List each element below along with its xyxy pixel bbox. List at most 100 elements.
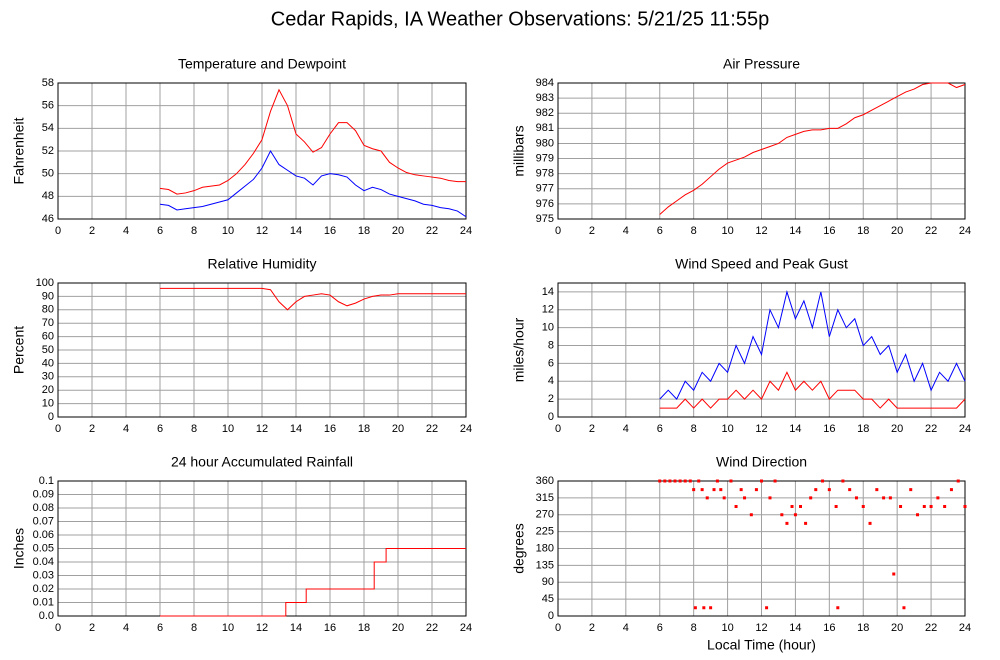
- data-point: [875, 488, 879, 492]
- y-tick-label: 0.1: [39, 475, 54, 487]
- y-tick-label: 80: [42, 304, 54, 316]
- x-tick-label: 0: [55, 622, 61, 634]
- x-tick-label: 20: [392, 225, 404, 237]
- y-axis-label: miles/hour: [511, 317, 527, 382]
- x-tick-label: 4: [623, 622, 629, 634]
- x-tick-label: 14: [789, 622, 801, 634]
- x-tick-label: 16: [324, 423, 336, 435]
- x-tick-label: 4: [623, 225, 629, 237]
- y-tick-label: 10: [42, 398, 54, 410]
- x-tick-label: 24: [460, 622, 472, 634]
- x-tick-label: 2: [589, 225, 595, 237]
- data-point: [909, 488, 913, 492]
- data-point: [749, 513, 753, 517]
- data-point: [929, 505, 933, 508]
- plot-frame: [57, 82, 467, 220]
- y-tick-label: 976: [536, 198, 554, 210]
- y-tick-label: 975: [536, 213, 554, 225]
- x-tick-label: 18: [857, 225, 869, 237]
- page-title: Cedar Rapids, IA Weather Observations: 5…: [271, 8, 769, 30]
- data-line: [659, 290, 966, 401]
- x-tick-label: 22: [426, 225, 438, 237]
- data-point: [658, 479, 662, 483]
- data-point: [963, 505, 967, 508]
- y-tick-label: 225: [536, 526, 554, 538]
- data-line: [160, 548, 466, 617]
- x-tick-label: 14: [290, 622, 302, 634]
- x-tick-label: 12: [256, 225, 268, 237]
- y-tick-label: 315: [536, 492, 554, 504]
- x-tick-label: 0: [555, 622, 561, 634]
- data-point: [705, 496, 709, 500]
- data-point: [956, 479, 960, 483]
- x-tick-label: 16: [823, 225, 835, 237]
- y-tick-label: 270: [536, 509, 554, 521]
- chart-title: Wind Speed and Peak Gust: [675, 256, 848, 272]
- x-tick-label: 18: [358, 622, 370, 634]
- x-tick-label: 12: [256, 622, 268, 634]
- data-point: [692, 488, 696, 492]
- y-axis-label: Percent: [11, 326, 27, 374]
- y-tick-label: 0.08: [33, 502, 54, 514]
- y-tick-label: 90: [542, 576, 554, 588]
- data-point: [841, 479, 845, 483]
- y-tick-label: 90: [42, 290, 54, 302]
- x-tick-label: 0: [55, 225, 61, 237]
- plot-frame: [57, 282, 467, 418]
- x-tick-label: 0: [55, 423, 61, 435]
- x-tick-label: 12: [755, 423, 767, 435]
- y-tick-label: 40: [42, 357, 54, 369]
- y-tick-label: 0.06: [33, 529, 54, 541]
- data-point: [683, 479, 687, 483]
- x-tick-label: 20: [891, 225, 903, 237]
- y-tick-label: 12: [542, 304, 554, 316]
- data-point: [949, 488, 953, 492]
- y-tick-label: 135: [536, 559, 554, 571]
- data-point: [760, 479, 763, 483]
- data-point: [668, 479, 672, 483]
- y-tick-label: 10: [542, 322, 554, 334]
- x-tick-label: 16: [324, 225, 336, 237]
- x-tick-label: 20: [891, 423, 903, 435]
- y-tick-label: 6: [548, 357, 554, 369]
- y-tick-label: 52: [42, 145, 54, 157]
- y-tick-label: 45: [542, 593, 554, 605]
- y-tick-label: 983: [536, 92, 554, 104]
- y-axis-label: Inches: [11, 528, 27, 569]
- y-tick-label: 50: [42, 344, 54, 356]
- data-point: [785, 521, 789, 525]
- x-tick-label: 0: [555, 225, 561, 237]
- x-tick-label: 16: [324, 622, 336, 634]
- data-point: [854, 496, 858, 500]
- x-tick-label: 4: [123, 225, 129, 237]
- y-tick-label: 0.04: [33, 556, 54, 568]
- y-tick-label: 0.01: [33, 596, 54, 608]
- x-tick-label: 4: [123, 423, 129, 435]
- y-tick-label: 0: [548, 411, 554, 423]
- data-point: [697, 479, 701, 483]
- data-point: [902, 606, 906, 610]
- y-tick-label: 14: [542, 286, 554, 298]
- y-tick-label: 54: [42, 122, 54, 134]
- chart-title: Wind Direction: [716, 454, 807, 470]
- x-tick-label: 14: [290, 423, 302, 435]
- plot-frame: [557, 82, 966, 220]
- x-tick-label: 24: [460, 423, 472, 435]
- data-point: [754, 488, 758, 492]
- x-tick-label: 24: [959, 622, 971, 634]
- data-point: [836, 606, 840, 610]
- x-tick-label: 2: [89, 622, 95, 634]
- data-point: [765, 606, 769, 610]
- data-point: [868, 521, 872, 525]
- x-tick-label: 12: [256, 423, 268, 435]
- x-tick-label: 22: [426, 622, 438, 634]
- data-point: [673, 479, 677, 483]
- x-tick-label: 24: [959, 423, 971, 435]
- y-tick-label: 0.0: [39, 610, 54, 622]
- x-tick-label: 10: [721, 225, 733, 237]
- x-tick-label: 8: [691, 225, 697, 237]
- y-tick-label: 360: [536, 475, 554, 487]
- y-tick-label: 981: [536, 122, 554, 134]
